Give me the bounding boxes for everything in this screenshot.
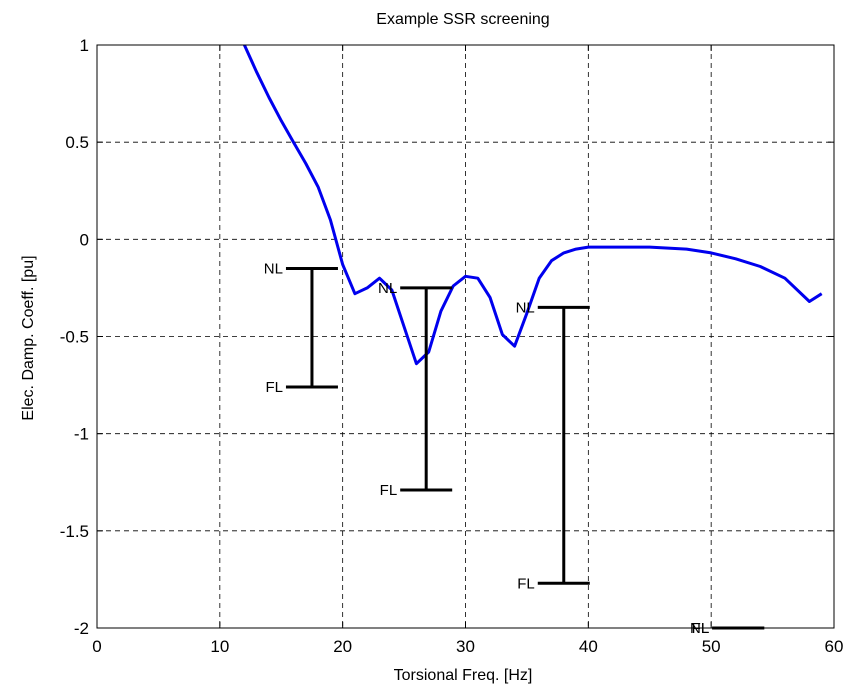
nl-label: NL xyxy=(378,280,397,297)
nl-fl-bar: NL FL xyxy=(264,260,338,396)
x-tick-label: 10 xyxy=(210,637,229,656)
series-layer xyxy=(243,45,823,366)
y-tick-label: -1 xyxy=(74,425,89,444)
y-tick-label: -2 xyxy=(74,619,89,638)
y-tick-label: 0.5 xyxy=(65,133,89,152)
x-tick-label: 0 xyxy=(92,637,101,656)
x-tick-label: 50 xyxy=(702,637,721,656)
y-tick-label: -0.5 xyxy=(60,328,89,347)
x-axis-title: Torsional Freq. [Hz] xyxy=(394,667,533,684)
chart-title: Example SSR screening xyxy=(376,11,549,28)
fl-label: FL xyxy=(517,575,535,592)
nl-fl-bar: NL FL xyxy=(378,280,453,499)
grid-layer xyxy=(97,45,834,628)
x-tick-label: 20 xyxy=(333,637,352,656)
x-tick-label: 30 xyxy=(456,637,475,656)
damping-curve xyxy=(243,45,823,366)
tick-layer: 0 10 20 30 40 50 60 1 0.5 0 -0.5 -1 -1.5 -2 xyxy=(60,36,844,656)
nl-label: NL xyxy=(516,299,535,316)
y-axis-title: Elec. Damp. Coeff. [pu] xyxy=(20,255,37,420)
fl-label: FL xyxy=(265,379,283,396)
y-tick-label: 0 xyxy=(80,230,89,249)
x-tick-label: 40 xyxy=(579,637,598,656)
y-tick-label: -1.5 xyxy=(60,522,89,541)
y-tick-label: 1 xyxy=(80,36,89,55)
nl-label: NL xyxy=(264,260,283,277)
nl-fl-bar: NL FL xyxy=(516,299,590,592)
fl-label: FL xyxy=(380,482,398,499)
x-tick-label: 60 xyxy=(825,637,844,656)
